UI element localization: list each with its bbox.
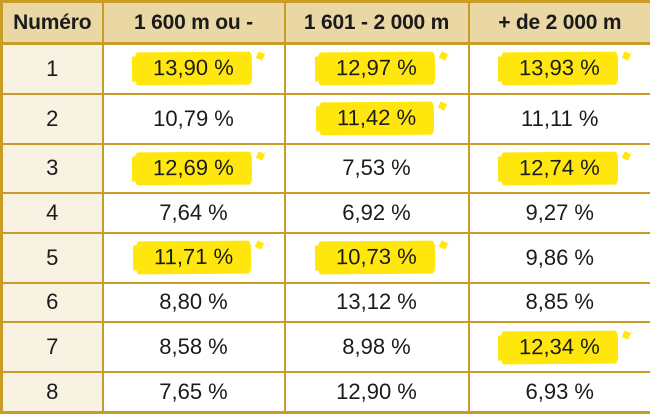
percentage-cell: 12,69 % (101, 142, 286, 195)
row-number-cell: 4 (0, 192, 104, 234)
col-header-numero: Numéro (0, 0, 104, 45)
percentage-cell: 9,86 % (467, 231, 650, 284)
highlight-mark: 12,97 % (318, 52, 435, 86)
highlight-mark: 13,90 % (135, 52, 252, 86)
row-number-cell: 1 (0, 42, 104, 95)
highlight-mark: 12,34 % (501, 330, 619, 365)
percentage-cell: 8,80 % (101, 281, 286, 324)
percentage-cell: 6,93 % (467, 371, 650, 414)
col-header-over-2000m: + de 2 000 m (467, 0, 650, 45)
percentage-cell: 8,85 % (467, 281, 650, 324)
percentage-cell: 6,92 % (283, 192, 470, 234)
percentage-cell: 7,64 % (101, 192, 286, 234)
table-row: 2 10,79 % 11,42 % 11,11 % (0, 92, 650, 145)
row-number-cell: 8 (0, 371, 104, 414)
percentage-cell: 10,73 % (283, 231, 470, 284)
row-number-cell: 5 (0, 231, 104, 284)
table-row: 6 8,80 % 13,12 % 8,85 % (0, 281, 650, 324)
percentage-cell: 11,71 % (101, 231, 286, 284)
header-row: Numéro 1 600 m ou - 1 601 - 2 000 m + de… (0, 0, 650, 45)
col-header-1600m-or-less: 1 600 m ou - (101, 0, 286, 45)
percentage-cell: 8,98 % (283, 321, 470, 374)
table-row: 1 13,90 % 12,97 % 13,93 % (0, 42, 650, 95)
highlight-mark: 10,73 % (318, 240, 435, 275)
percentage-cell: 7,53 % (283, 142, 470, 195)
table-row: 7 8,58 % 8,98 % 12,34 % (0, 321, 650, 374)
row-number-cell: 2 (0, 92, 104, 145)
col-header-1601-2000m: 1 601 - 2 000 m (283, 0, 470, 45)
row-number-cell: 3 (0, 142, 104, 195)
row-number-cell: 7 (0, 321, 104, 374)
table-row: 4 7,64 % 6,92 % 9,27 % (0, 192, 650, 234)
percentage-cell: 12,90 % (283, 371, 470, 414)
highlight-mark: 13,93 % (501, 52, 619, 86)
percentage-cell: 8,58 % (101, 321, 286, 374)
percentage-cell: 12,34 % (467, 321, 650, 374)
percentage-cell: 7,65 % (101, 371, 286, 414)
percentage-cell: 10,79 % (101, 92, 286, 145)
percentage-cell: 13,90 % (101, 42, 286, 95)
percentage-cell: 11,42 % (283, 92, 470, 145)
row-number-cell: 6 (0, 281, 104, 324)
table-row: 3 12,69 % 7,53 % 12,74 % (0, 142, 650, 195)
table-row: 8 7,65 % 12,90 % 6,93 % (0, 371, 650, 414)
percentage-cell: 11,11 % (467, 92, 650, 145)
table-row: 5 11,71 % 10,73 % 9,86 % (0, 231, 650, 284)
percentage-cell: 9,27 % (467, 192, 650, 234)
percentage-cell: 12,74 % (467, 142, 650, 195)
highlight-mark: 11,42 % (318, 101, 435, 136)
highlight-mark: 12,74 % (501, 151, 619, 186)
percentage-cell: 13,12 % (283, 281, 470, 324)
table-body: 1 13,90 % 12,97 % 13,93 % 2 10,79 % 11,42 % 11,… (0, 42, 650, 414)
highlight-mark: 12,69 % (135, 151, 252, 186)
percentage-cell: 12,97 % (283, 42, 470, 95)
percentage-cell: 13,93 % (467, 42, 650, 95)
highlight-mark: 11,71 % (135, 240, 252, 275)
